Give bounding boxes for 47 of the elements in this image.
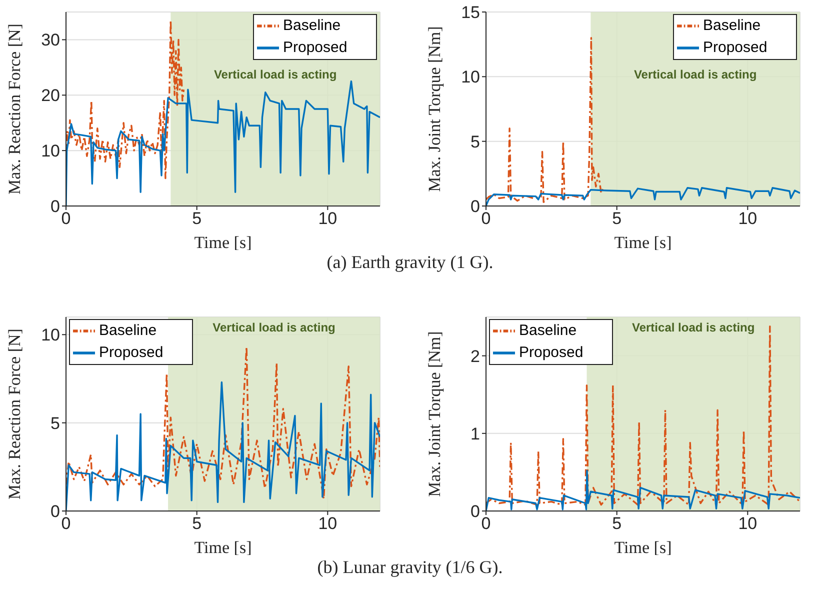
x-tick-label: 5 (192, 514, 202, 534)
x-tick-label: 10 (318, 209, 338, 228)
legend-label: Baseline (283, 16, 341, 34)
legend-label: Baseline (99, 322, 157, 339)
x-axis-title: Time [s] (614, 233, 672, 252)
x-tick-label: 10 (318, 514, 338, 534)
y-axis-title: Max. Reaction Force [N] (5, 24, 24, 194)
y-tick-label: 0 (50, 502, 60, 522)
line-series (66, 346, 380, 500)
legend-label: Proposed (519, 344, 584, 361)
legend-label: Proposed (283, 38, 348, 56)
legend-label: Proposed (703, 38, 768, 56)
y-tick-label: 10 (41, 326, 60, 345)
y-axis-title: Max. Reaction Force [N] (5, 328, 24, 500)
y-tick-label: 5 (50, 414, 60, 433)
y-tick-label: 0 (470, 502, 480, 522)
y-tick-label: 10 (41, 142, 60, 161)
y-tick-label: 30 (41, 30, 60, 50)
y-tick-label: 0 (470, 197, 480, 216)
line-series (66, 19, 185, 180)
x-axis-title: Time [s] (614, 538, 672, 557)
x-tick-label: 5 (192, 209, 202, 228)
y-tick-label: 0 (50, 197, 60, 216)
x-axis-title: Time [s] (194, 233, 252, 252)
band-label: Vertical load is acting (214, 68, 337, 82)
text: (a) Earth gravity (1 G). (326, 252, 494, 273)
y-tick-label: 2 (470, 346, 480, 366)
band-label: Vertical load is acting (634, 68, 757, 82)
y-axis-title: Max. Joint Torque [Nm] (425, 331, 444, 497)
band-label: Vertical load is acting (632, 320, 755, 335)
y-tick-label: 15 (461, 3, 480, 22)
y-tick-label: 20 (41, 86, 60, 106)
x-tick-label: 5 (612, 209, 622, 228)
x-tick-label: 5 (612, 514, 622, 534)
y-tick-label: 10 (461, 68, 480, 87)
band-label: Vertical load is acting (212, 320, 336, 335)
text: (b) Lunar gravity (1/6 G). (316, 557, 504, 578)
x-tick-label: 10 (738, 209, 758, 228)
legend-label: Baseline (703, 16, 761, 34)
y-axis-title: Max. Joint Torque [Nm] (425, 26, 444, 192)
legend-label: Proposed (99, 344, 164, 361)
x-axis-title: Time [s] (194, 538, 252, 557)
y-tick-label: 5 (470, 132, 480, 152)
legend-label: Baseline (519, 322, 577, 339)
line-series (486, 37, 605, 203)
x-tick-label: 10 (738, 514, 758, 534)
y-tick-label: 1 (470, 424, 480, 444)
